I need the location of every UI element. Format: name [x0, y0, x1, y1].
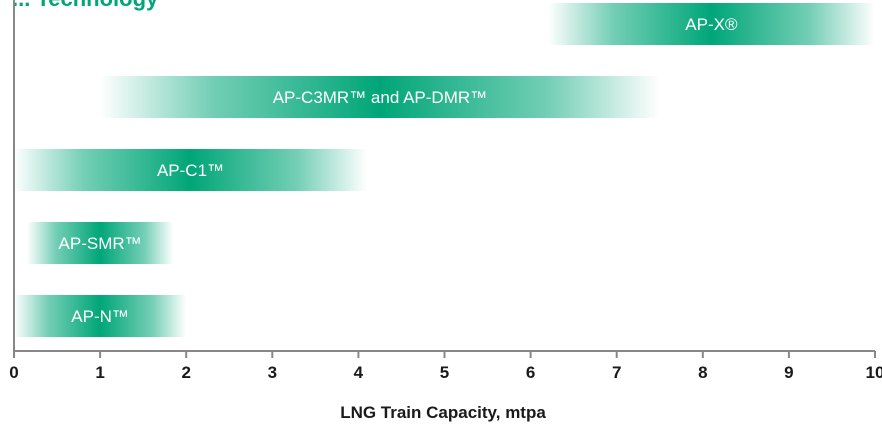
x-tick-label: 5: [440, 363, 449, 382]
x-tick-label: 8: [698, 363, 707, 382]
x-tick-label: 4: [354, 363, 364, 382]
bar-label: AP-C1™: [157, 161, 224, 180]
bar-ap-n: [14, 295, 187, 337]
bar-label: AP-SMR™: [59, 234, 142, 253]
axis-layer: 0 1 2 3 4 5 6 7 8 9 10: [9, 0, 882, 382]
x-tick-label: 10: [866, 363, 882, 382]
x-tick-label: 7: [612, 363, 621, 382]
bars-layer: AP-X® AP-C3MR™ and AP-DMR™ AP-C1™ AP-SMR™ AP…: [14, 3, 875, 337]
bar-label: AP-C3MR™ and AP-DMR™: [273, 88, 487, 107]
bar-ap-c3mr-and-ap-dmr: [100, 76, 660, 118]
bar-ap-c1: [14, 149, 368, 191]
bar-ap-smr: [26, 222, 174, 264]
x-tick-label: 2: [181, 363, 190, 382]
x-tick-label: 9: [784, 363, 793, 382]
x-tick-label: 0: [9, 363, 18, 382]
chart-title: ... Technology: [12, 0, 158, 12]
x-tick-label: 1: [95, 363, 104, 382]
bar-label: AP-N™: [71, 307, 129, 326]
bar-ap-x: [547, 3, 875, 45]
bar-label: AP-X®: [685, 15, 738, 34]
x-tick-label: 3: [268, 363, 277, 382]
x-axis-title: LNG Train Capacity, mtpa: [340, 403, 546, 422]
x-tick-label: 6: [526, 363, 535, 382]
